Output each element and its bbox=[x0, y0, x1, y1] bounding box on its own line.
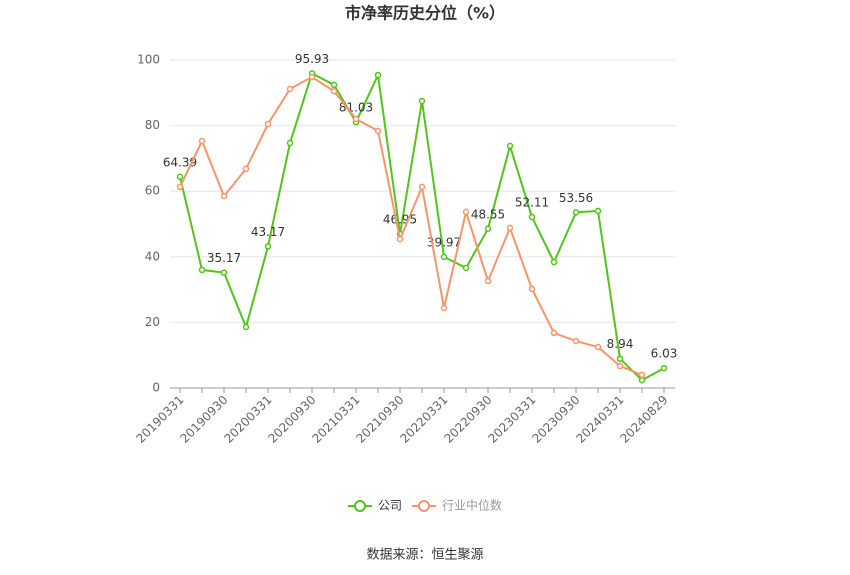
point bbox=[638, 371, 646, 379]
point bbox=[330, 87, 338, 95]
data-label: 6.03 bbox=[651, 347, 678, 361]
source-note: 数据来源：恒生聚源 bbox=[366, 548, 483, 563]
data-label: 8.94 bbox=[607, 337, 634, 351]
legend-marker bbox=[418, 500, 430, 512]
point bbox=[572, 209, 580, 216]
point bbox=[638, 376, 646, 384]
point bbox=[484, 277, 492, 285]
point bbox=[616, 362, 624, 370]
y-tick-label: 0 bbox=[152, 381, 160, 395]
point bbox=[550, 258, 558, 266]
y-tick-label: 40 bbox=[145, 249, 160, 263]
point bbox=[176, 173, 184, 181]
x-tick-label: 20240829 bbox=[618, 393, 671, 446]
point bbox=[418, 183, 426, 191]
point bbox=[286, 85, 294, 93]
point bbox=[528, 213, 536, 221]
legend-label: 公司 bbox=[378, 499, 402, 513]
chart-title: 市净率历史分位（%） bbox=[345, 4, 505, 23]
point bbox=[440, 253, 448, 261]
point bbox=[286, 139, 294, 147]
point bbox=[506, 224, 514, 232]
point bbox=[396, 235, 404, 243]
data-label: 46.95 bbox=[383, 213, 417, 227]
point bbox=[506, 142, 514, 150]
point bbox=[594, 343, 602, 351]
data-label: 43.17 bbox=[251, 225, 285, 239]
data-label: 95.93 bbox=[295, 52, 329, 66]
point bbox=[462, 264, 470, 272]
data-label: 48.55 bbox=[471, 207, 505, 221]
point bbox=[264, 243, 272, 250]
point bbox=[352, 115, 360, 123]
point bbox=[418, 97, 426, 105]
point bbox=[198, 137, 206, 145]
data-label: 81.03 bbox=[339, 101, 373, 115]
y-tick-label: 80 bbox=[145, 118, 160, 132]
point bbox=[594, 207, 602, 215]
legend-marker bbox=[354, 500, 366, 512]
point bbox=[176, 183, 184, 191]
point bbox=[198, 266, 206, 274]
legend-label: 行业中位数 bbox=[442, 498, 502, 513]
y-tick-label: 100 bbox=[137, 53, 160, 67]
point bbox=[264, 120, 272, 128]
data-label: 35.17 bbox=[207, 251, 241, 265]
series-line bbox=[179, 75, 643, 376]
point bbox=[220, 269, 228, 276]
point bbox=[660, 364, 668, 372]
point bbox=[528, 285, 536, 293]
data-label: 53.56 bbox=[559, 191, 593, 205]
point bbox=[242, 323, 250, 331]
data-label: 52.11 bbox=[515, 196, 549, 210]
point bbox=[330, 81, 338, 89]
point bbox=[220, 192, 228, 200]
point bbox=[462, 208, 470, 216]
point bbox=[550, 329, 558, 337]
data-label: 64.39 bbox=[163, 155, 197, 169]
point bbox=[484, 225, 492, 233]
y-tick-label: 60 bbox=[145, 184, 160, 198]
point bbox=[572, 337, 580, 345]
point bbox=[242, 165, 250, 173]
y-tick-label: 20 bbox=[145, 315, 160, 329]
point bbox=[308, 73, 316, 81]
point bbox=[440, 304, 448, 312]
data-label: 39.97 bbox=[427, 235, 461, 249]
point bbox=[374, 127, 382, 135]
point bbox=[616, 355, 624, 362]
point bbox=[374, 71, 382, 79]
